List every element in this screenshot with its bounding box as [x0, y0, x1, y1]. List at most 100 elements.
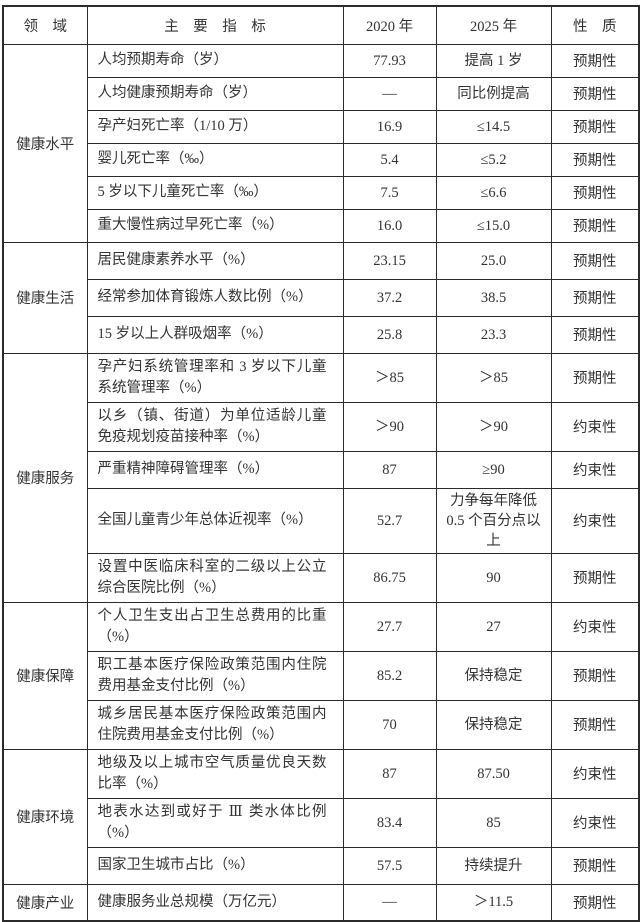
indicator-cell: 人均预期寿命（岁） [86, 43, 344, 78]
y2020-cell: 70 [342, 699, 437, 750]
indicator-cell: 人均健康预期寿命（岁） [86, 76, 344, 111]
indicator-cell: 设置中医临床科室的二级以上公立综合医院比例（%） [86, 552, 344, 603]
y2025-cell: ＞85 [435, 352, 552, 403]
indicator-cell: 重大慢性病过早死亡率（%） [86, 208, 344, 243]
y2020-cell: 7.5 [342, 175, 437, 210]
health-indicators-table: 领 域主 要 指 标 2020 年 2025 年性 质 健康水平 人均预期寿命（岁） 7… [2, 5, 640, 922]
y2025-cell: 提高 1 岁 [435, 43, 552, 78]
y2020-cell: 87 [342, 748, 437, 799]
indicator-cell: 婴儿死亡率（‰） [86, 142, 344, 177]
nature-cell: 预期性 [550, 142, 640, 177]
table-body: 健康水平 人均预期寿命（岁） 77.93 提高 1 岁预期性 人均健康预期寿命（岁） — 同… [2, 43, 640, 922]
nature-cell: 预期性 [550, 241, 640, 280]
indicator-cell: 个人卫生支出占卫生总费用的比重（%） [86, 601, 344, 652]
y2020-cell: ＞90 [342, 401, 437, 452]
y2020-cell: 52.7 [342, 487, 437, 554]
nature-cell: 约束性 [550, 401, 640, 452]
indicator-cell: 孕产妇死亡率（1/10 万） [86, 109, 344, 144]
table-row: 职工基本医疗保险政策范围内住院费用基金支付比例（%） 85.2 保持稳定 预期性 [3, 650, 640, 701]
y2020-cell: 25.8 [342, 315, 437, 354]
table-row: 全国儿童青少年总体近视率（%） 52.7 力争每年降低 0.5 个百分点以上 约束性 [3, 487, 640, 554]
y2020-cell: 16.0 [342, 208, 437, 243]
table-row: 5 岁以下儿童死亡率（‰） 7.5 ≤6.6 预期性 [3, 175, 640, 210]
table-row: 孕产妇死亡率（1/10 万） 16.9 ≤14.5 预期性 [3, 109, 640, 144]
indicator-cell: 5 岁以下儿童死亡率（‰） [86, 175, 344, 210]
y2020-cell: 77.93 [342, 43, 437, 78]
y2025-cell: 同比例提高 [435, 76, 552, 111]
y2025-cell: ＞90 [435, 401, 552, 452]
column-header-nature: 性 质 [550, 5, 640, 45]
y2020-cell: 86.75 [342, 552, 437, 603]
nature-cell: 约束性 [550, 748, 640, 799]
table-row: 健康产业 健康服务业总规模（万亿元） — ＞11.5 预期性 [2, 883, 640, 922]
nature-cell: 预期性 [550, 846, 640, 885]
y2025-cell: 27 [435, 601, 552, 652]
nature-cell: 预期性 [550, 650, 640, 701]
indicator-cell: 以乡（镇、街道）为单位适龄儿童免疫规划疫苗接种率（%） [86, 401, 344, 452]
y2020-cell: — [342, 76, 437, 111]
y2020-cell: — [342, 883, 437, 922]
indicator-cell: 国家卫生城市占比（%） [86, 846, 344, 885]
nature-cell: 预期性 [550, 278, 640, 317]
y2025-cell: ≤5.2 [435, 142, 552, 177]
y2020-cell: 87 [342, 450, 437, 489]
header-row: 领 域主 要 指 标 2020 年 2025 年性 质 [2, 5, 640, 45]
y2025-cell: 38.5 [435, 278, 552, 317]
nature-cell: 约束性 [550, 487, 640, 554]
nature-cell: 预期性 [550, 43, 640, 78]
y2025-cell: ＞11.5 [435, 883, 552, 922]
indicator-cell: 职工基本医疗保险政策范围内住院费用基金支付比例（%） [86, 650, 344, 701]
y2020-cell: 5.4 [342, 142, 437, 177]
y2025-cell: ≤14.5 [435, 109, 552, 144]
y2025-cell: 25.0 [435, 241, 552, 280]
domain-cell: 健康服务 [2, 352, 88, 603]
table-row: 国家卫生城市占比（%） 57.5 持续提升 预期性 [3, 846, 640, 885]
indicator-cell: 严重精神障碍管理率（%） [86, 450, 344, 489]
nature-cell: 约束性 [550, 797, 640, 848]
y2025-cell: 持续提升 [435, 846, 552, 885]
y2025-cell: 力争每年降低 0.5 个百分点以上 [435, 487, 552, 554]
indicator-cell: 经常参加体育锻炼人数比例（%） [86, 278, 344, 317]
y2020-cell: 37.2 [342, 278, 437, 317]
table-row: 婴儿死亡率（‰） 5.4 ≤5.2 预期性 [3, 142, 640, 177]
table-row: 人均健康预期寿命（岁） — 同比例提高 预期性 [3, 76, 640, 111]
table-row: 健康服务 孕产妇系统管理率和 3 岁以下儿童系统管理率（%） ＞85 ＞85 预期性 [2, 352, 640, 603]
column-header-indicator: 主 要 指 标 [86, 5, 344, 45]
indicator-cell: 居民健康素养水平（%） [86, 241, 344, 280]
nature-cell: 预期性 [550, 352, 640, 403]
nature-cell: 预期性 [550, 76, 640, 111]
indicator-cell: 全国儿童青少年总体近视率（%） [86, 487, 344, 554]
y2020-cell: 27.7 [342, 601, 437, 652]
y2025-cell: 保持稳定 [435, 699, 552, 750]
indicator-cell: 15 岁以上人群吸烟率（%） [86, 315, 344, 354]
nature-cell: 约束性 [550, 450, 640, 489]
indicator-cell: 健康服务业总规模（万亿元） [86, 883, 344, 922]
indicator-cell: 地级及以上城市空气质量优良天数比率（%） [86, 748, 344, 799]
y2020-cell: 83.4 [342, 797, 437, 848]
y2020-cell: 23.15 [342, 241, 437, 280]
column-header-domain: 领 域 [2, 5, 88, 45]
table-row: 城乡居民基本医疗保险政策范围内住院费用基金支付比例（%） 70 保持稳定 预期性 [3, 699, 640, 750]
y2025-cell: 87.50 [435, 748, 552, 799]
table-row: 经常参加体育锻炼人数比例（%） 37.2 38.5 预期性 [3, 278, 640, 317]
table-row: 重大慢性病过早死亡率（%） 16.0 ≤15.0 预期性 [3, 208, 640, 243]
y2025-cell: ≤6.6 [435, 175, 552, 210]
domain-cell: 健康产业 [2, 883, 88, 922]
nature-cell: 预期性 [550, 315, 640, 354]
y2025-cell: ≥90 [435, 450, 552, 489]
indicator-cell: 城乡居民基本医疗保险政策范围内住院费用基金支付比例（%） [86, 699, 344, 750]
table-row: 设置中医临床科室的二级以上公立综合医院比例（%） 86.75 90 预期性 [3, 552, 640, 603]
table-row: 健康环境 地级及以上城市空气质量优良天数比率（%） 87 87.50 约束性 [2, 748, 640, 885]
y2025-cell: 23.3 [435, 315, 552, 354]
nature-cell: 预期性 [550, 175, 640, 210]
y2020-cell: 16.9 [342, 109, 437, 144]
table-row: 健康生活 居民健康素养水平（%） 23.15 25.0 预期性 [2, 241, 640, 354]
nature-cell: 预期性 [550, 208, 640, 243]
domain-cell: 健康环境 [2, 748, 88, 885]
nature-cell: 预期性 [550, 552, 640, 603]
y2025-cell: 85 [435, 797, 552, 848]
domain-cell: 健康水平 [2, 43, 88, 243]
nature-cell: 预期性 [550, 883, 640, 922]
indicator-cell: 地表水达到或好于 Ⅲ 类水体比例（%） [86, 797, 344, 848]
y2025-cell: 90 [435, 552, 552, 603]
